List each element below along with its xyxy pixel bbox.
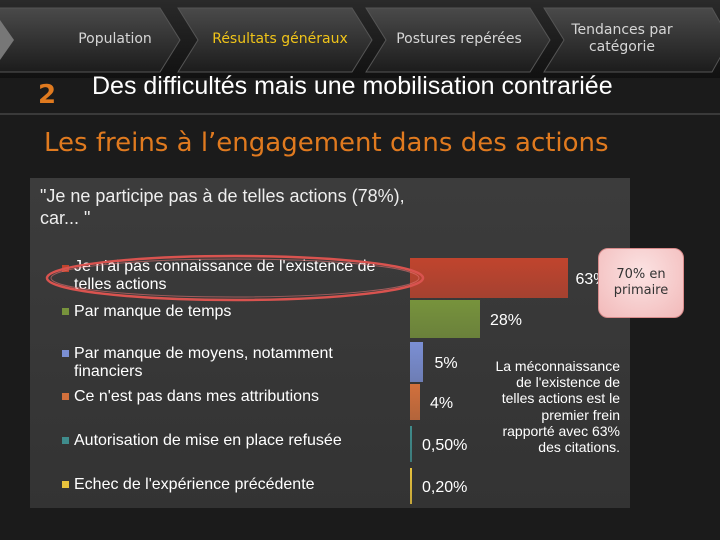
navigation-bar: Population Résultats généraux Postures r… bbox=[0, 0, 720, 78]
chart-note: La méconnaissance de l'existence de tell… bbox=[495, 358, 620, 456]
legend-swatch bbox=[62, 437, 69, 444]
bar bbox=[410, 384, 420, 420]
bar-value-label: 0,20% bbox=[422, 479, 468, 496]
nav-item-resultats-generaux[interactable]: Résultats généraux bbox=[212, 30, 348, 47]
nav-left-arrow-icon bbox=[0, 20, 14, 60]
bar-value-label: 4% bbox=[430, 395, 454, 412]
bar bbox=[410, 426, 412, 462]
legend-item: Je n'ai pas connaissance de l'existence … bbox=[74, 258, 376, 293]
bar bbox=[410, 258, 568, 298]
bar-value-label: 5% bbox=[434, 355, 458, 372]
bar bbox=[410, 342, 423, 382]
title-divider bbox=[0, 113, 720, 115]
nav-chevron-2 bbox=[365, 7, 551, 73]
legend-item: Ce n'est pas dans mes attributions bbox=[74, 388, 319, 405]
chart-title-line-2: car... " bbox=[40, 207, 91, 228]
primaire-callout: 70% en primaire bbox=[598, 248, 684, 318]
legend-item: Par manque de moyens, notamment financie… bbox=[74, 345, 333, 380]
nav-chevron-3 bbox=[543, 7, 720, 73]
legend-swatch bbox=[62, 265, 69, 272]
chart-title: "Je ne participe pas à de telles actions… bbox=[40, 186, 520, 229]
legend-swatch bbox=[62, 481, 69, 488]
slide-title: Des difficultés mais une mobilisation co… bbox=[92, 72, 613, 100]
section-heading: Les freins à l’engagement dans des actio… bbox=[44, 128, 609, 158]
legend-item: Par manque de temps bbox=[74, 303, 232, 320]
nav-chevron-1 bbox=[177, 7, 373, 73]
bar bbox=[410, 300, 480, 338]
section-number: 2 bbox=[37, 80, 57, 110]
bar-value-label: 28% bbox=[490, 312, 523, 329]
bar-value-label: 0,50% bbox=[422, 437, 468, 454]
nav-item-tendances-par-categorie[interactable]: Tendances par catégorie bbox=[571, 22, 673, 55]
legend-item: Autorisation de mise en place refusée bbox=[74, 432, 342, 449]
nav-item-postures-reperees[interactable]: Postures repérées bbox=[396, 30, 522, 47]
nav-item-population[interactable]: Population bbox=[78, 30, 152, 47]
legend-swatch bbox=[62, 350, 69, 357]
chart-title-line-1: "Je ne participe pas à de telles actions… bbox=[40, 186, 405, 206]
legend-swatch bbox=[62, 393, 69, 400]
chart-panel bbox=[30, 178, 630, 508]
bar bbox=[410, 468, 412, 504]
legend-swatch bbox=[62, 308, 69, 315]
nav-chevrons bbox=[0, 7, 720, 73]
legend-item: Echec de l'expérience précédente bbox=[74, 476, 315, 493]
